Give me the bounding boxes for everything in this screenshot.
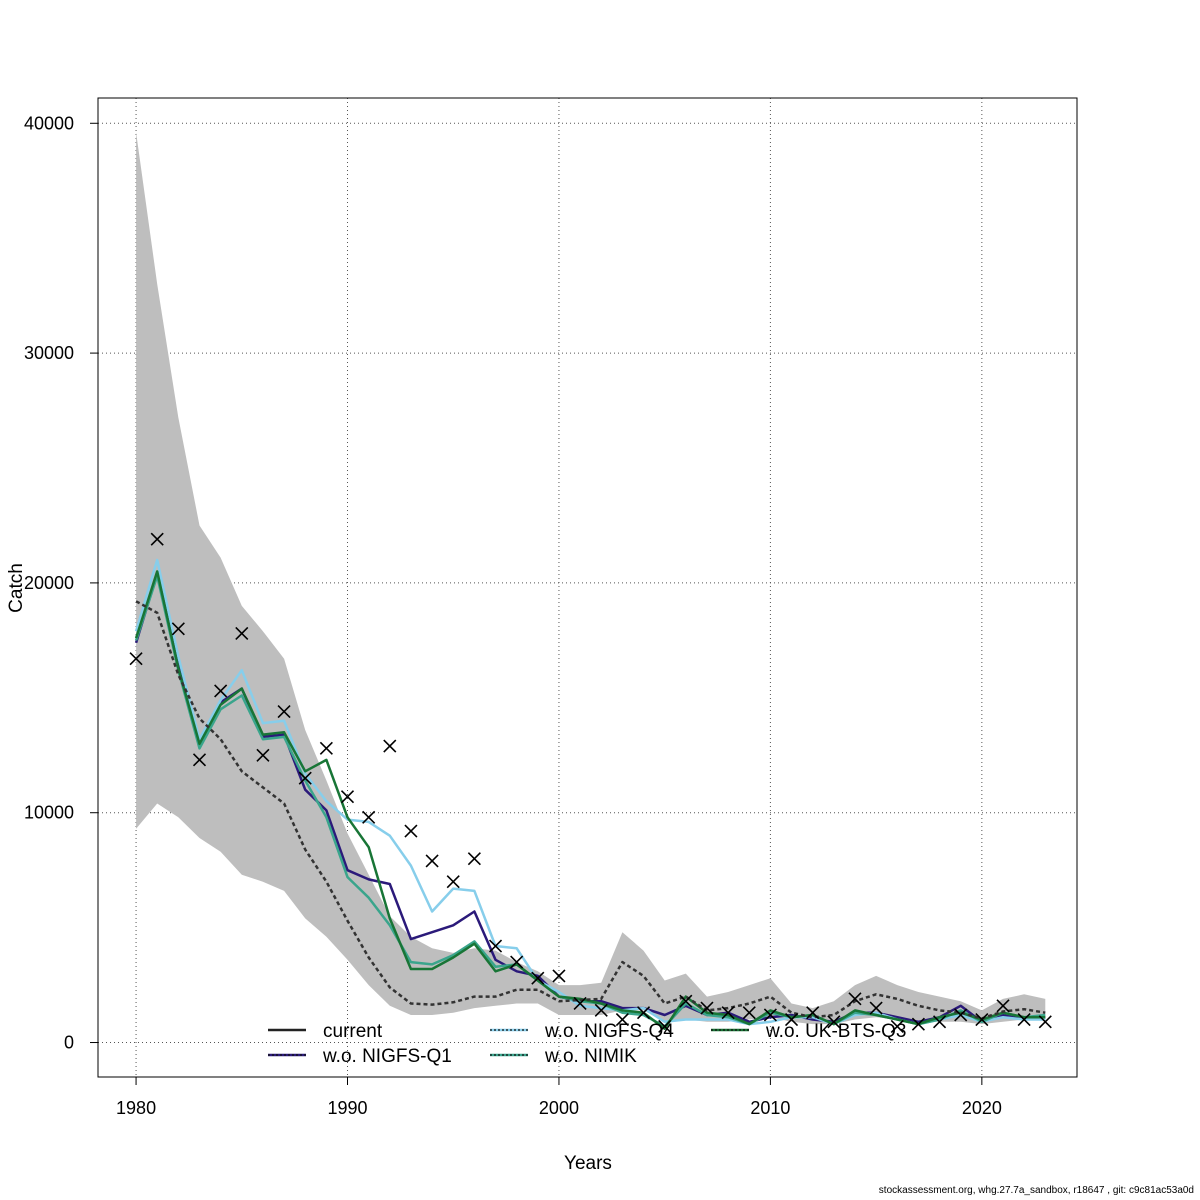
observed-point: [932, 1015, 947, 1029]
x-axis-title: Years: [564, 1153, 612, 1174]
observed-point: [319, 741, 333, 755]
observed-point: [171, 622, 185, 636]
observed-point: [573, 996, 587, 1011]
legend-item: w.o. NIMIK: [490, 1046, 637, 1067]
x-tick-label: 2000: [539, 1098, 579, 1118]
observed-point: [340, 790, 355, 804]
legend-item: w.o. NIGFS-Q1: [268, 1046, 452, 1067]
observed-point: [806, 1006, 820, 1020]
series-line-w-o-uk-bts-q3: [134, 570, 1046, 1030]
observed-point: [848, 992, 862, 1006]
observed-point: [383, 739, 397, 753]
observed-point: [890, 1019, 904, 1034]
legend-label: w.o. NIGFS-Q1: [322, 1046, 452, 1067]
legend-label: w.o. NIMIK: [544, 1046, 637, 1067]
observed-point: [721, 1006, 735, 1020]
footer-text: stockassessment.org, whg.27.7a_sandbox, …: [878, 1185, 1194, 1196]
legend-item: w.o. UK-BTS-Q3: [711, 1021, 906, 1042]
x-tick-label: 2020: [962, 1098, 1002, 1118]
observed-point: [827, 1015, 841, 1029]
observed-point: [552, 969, 566, 983]
confidence-band: [136, 132, 1046, 1025]
x-tick-label: 1990: [327, 1098, 367, 1118]
legend-label: current: [323, 1021, 383, 1042]
axes: 1980 1990 2000 2010 2020 0 10000 20000 30000 4000…: [24, 97, 1078, 1118]
observed-point: [488, 939, 503, 953]
series-lines: [134, 558, 1046, 1030]
legend-item: w.o. NIGFS-Q4: [490, 1021, 674, 1042]
legend-label: w.o. NIGFS-Q4: [544, 1021, 674, 1042]
observed-point: [298, 771, 312, 785]
observed-point: [869, 1001, 883, 1015]
observed-point: [1017, 1012, 1031, 1027]
observed-point: [996, 999, 1010, 1013]
y-tick-label: 20000: [24, 573, 74, 593]
y-tick-label: 40000: [24, 113, 74, 133]
observed-point: [742, 1006, 756, 1020]
y-tick-label: 30000: [24, 343, 74, 363]
observed-point: [425, 854, 439, 868]
observed-point: [150, 532, 164, 546]
observed-point: [954, 1008, 968, 1022]
observed-point: [615, 1012, 629, 1027]
observed-point: [235, 626, 249, 641]
x-tick-label: 1980: [116, 1098, 156, 1118]
legend: current w.o. NIGFS-Q1 w.o. NIGFS-Q4 w.o. NI…: [268, 1021, 906, 1067]
y-tick-label: 0: [64, 1033, 74, 1053]
confidence-band-area: [136, 132, 1046, 1025]
grid-lines: [98, 98, 1077, 1077]
series-line-current: [135, 600, 1046, 1020]
observed-points: [129, 532, 1052, 1034]
observed-point: [763, 1008, 777, 1022]
observed-point: [467, 852, 481, 866]
observed-point: [679, 994, 693, 1008]
observed-point: [658, 1019, 672, 1034]
observed-point: [636, 1006, 651, 1020]
observed-point: [594, 1003, 608, 1017]
observed-point: [192, 753, 207, 767]
legend-item: current: [268, 1021, 383, 1042]
observed-point: [129, 652, 143, 666]
observed-point: [404, 824, 418, 838]
observed-point: [784, 1012, 799, 1027]
observed-point: [256, 748, 270, 762]
plot-frame: [97, 97, 1078, 1078]
observed-point: [1038, 1015, 1052, 1029]
observed-point: [531, 971, 545, 985]
observed-point: [214, 684, 228, 698]
observed-point: [277, 705, 291, 719]
observed-point: [911, 1017, 925, 1031]
observed-point: [362, 810, 376, 824]
observed-point: [510, 955, 524, 969]
y-tick-label: 10000: [24, 803, 74, 823]
observed-point: [700, 1001, 714, 1015]
x-tick-label: 2010: [750, 1098, 790, 1118]
y-axis-title: Catch: [6, 563, 27, 613]
observed-point: [446, 875, 460, 889]
legend-label: w.o. UK-BTS-Q3: [765, 1021, 906, 1042]
observed-point: [975, 1012, 989, 1027]
